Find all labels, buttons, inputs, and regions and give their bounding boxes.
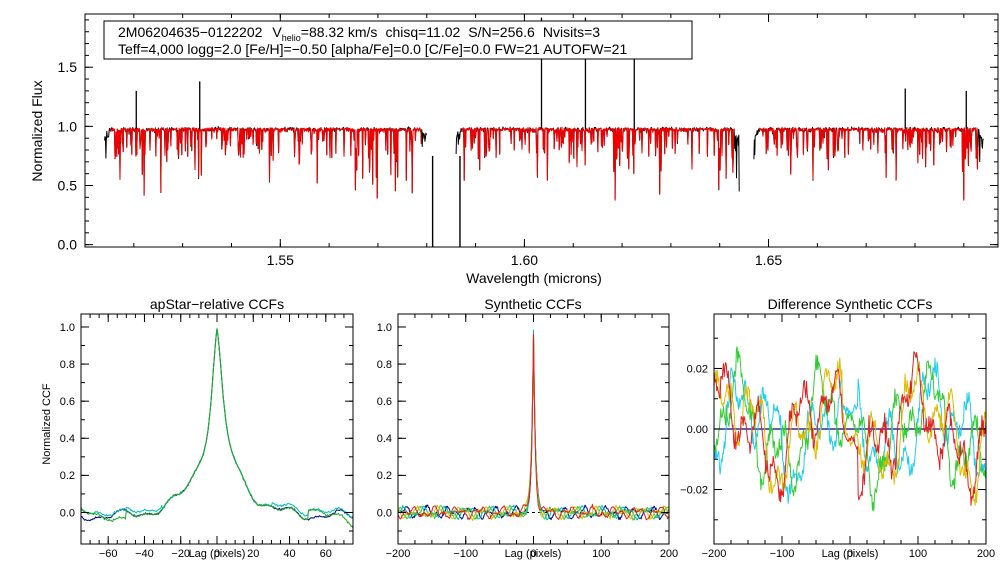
sn-value: S/N=256.6: [468, 24, 535, 40]
ccf_diff-ytick-label: 0.00: [687, 424, 708, 436]
difference-ccf-panel: −200 −100 0 100 200 −0.02 0.00 0.02 Difference …: [680, 296, 995, 560]
apstar-ccf-traces: [81, 328, 353, 529]
chisq-value: chisq=11.02: [385, 24, 460, 40]
annotation-line2: Teff=4,000 logg=2.0 [Fe/H]=−0.50 [alpha/…: [118, 41, 627, 57]
ccf_synth-xtick-label: −200: [386, 548, 411, 560]
spectrum-plot-area: [104, 17, 984, 247]
ccf_synth-ytick-label: 0.8: [377, 359, 392, 371]
spectrum-ytick-label: 1.5: [58, 59, 78, 75]
ccf_apstar-ytick-label: 1.0: [60, 322, 75, 334]
difference-ccf-title: Difference Synthetic CCFs: [768, 296, 933, 312]
annotation-frame: [103, 20, 693, 60]
apstar-ccf-ylabel: Normalized CCF: [41, 383, 53, 465]
ccf_diff-xtick-label: 100: [909, 548, 927, 560]
ccf_synth-xtick-label: −100: [453, 548, 478, 560]
synthetic-ccf-xlabel: Lag (pixels): [505, 548, 562, 560]
ccf_synth-ytick-label: 0.6: [377, 396, 392, 408]
apstar-ccf-line-1: [81, 328, 353, 522]
spectrum-axes-frame: [84, 13, 999, 248]
nvisits-value: Nvisits=3: [543, 24, 600, 40]
ccf_apstar-ytick-label: 0.2: [60, 470, 75, 482]
ccf_synth-ytick-label: 0.4: [377, 433, 392, 445]
ccf_diff-xtick-label: 200: [977, 548, 995, 560]
model-spectrum-chip-3: [758, 126, 979, 201]
ccf_apstar-ytick-label: 0.4: [60, 433, 75, 445]
spectrum-annotation-box: 2M06204635−0122202 Vhelio=88.32 km/s chisq…: [103, 20, 693, 60]
model-spectrum-chip-1: [109, 127, 422, 199]
synthetic-ccf-title: Synthetic CCFs: [484, 296, 581, 312]
spectrum-ylabel: Normalized Flux: [29, 80, 45, 181]
ccf_synth-xtick-label: 0: [530, 548, 536, 560]
annotation-line1: 2M06204635−0122202 Vhelio=88.32 km/s chisq…: [118, 24, 600, 43]
ccf_synth-ytick-label: 1.0: [377, 322, 392, 334]
spectrum-xtick-label: 1.65: [755, 252, 782, 268]
ccf_diff-xtick-label: −200: [702, 548, 727, 560]
spectrum-xtick-label: 1.60: [511, 252, 538, 268]
difference-ccf-line-1: [714, 357, 986, 504]
ccf_apstar-xtick-label: 20: [247, 548, 259, 560]
difference-ccf-line-2: [714, 346, 986, 512]
vhelio-subscript: helio: [282, 33, 301, 43]
observed-spectrum-chip-1: [104, 126, 427, 199]
ccf_apstar-xtick-label: 0: [214, 548, 220, 560]
difference-ccf-plot-area: [714, 346, 986, 512]
apstar-ccf-title: apStar−relative CCFs: [150, 296, 284, 312]
difference-ccf-line-4: [714, 351, 986, 506]
spectrum-xlabel: Wavelength (microns): [466, 270, 602, 286]
spectrum-ticks: 1.55 1.60 1.65 0.0 0.5 1.0 1.5: [58, 14, 998, 268]
ccf_synth-ytick-label: 0.2: [377, 470, 392, 482]
vhelio-value: =88.32 km/s: [301, 24, 378, 40]
ccf_synth-xtick-label: 200: [660, 548, 678, 560]
ccf_apstar-ytick-label: 0.8: [60, 359, 75, 371]
apstar-ccf-ticks: −60 −40 −20 0 20 40 60 0.0 0.2 0.4 0.6 0.8 1.0: [60, 314, 354, 560]
ccf_apstar-xtick-label: −60: [99, 548, 118, 560]
apstar-ccf-line-2: [81, 328, 353, 520]
ccf_apstar-xtick-label: 60: [320, 548, 332, 560]
synthetic-ccf-ticks: −200 −100 0 100 200 0.0 0.2 0.4 0.6 0.8 1.0: [377, 314, 678, 560]
ccf_apstar-ytick-label: 0.6: [60, 396, 75, 408]
synthetic-ccf-line-2: [398, 329, 669, 521]
ccf_apstar-xtick-label: −40: [135, 548, 154, 560]
spectrum-xtick-label: 1.55: [267, 252, 294, 268]
apstar-ccf-plot-area: [81, 328, 353, 529]
ccf_synth-xtick-label: 100: [592, 548, 610, 560]
synthetic-ccf-line-5: [398, 333, 669, 521]
difference-ccf-xlabel: Lag (pixels): [822, 548, 879, 560]
synthetic-ccf-panel: −200 −100 0 100 200 0.0 0.2 0.4 0.6 0.8 1.0 Synthe…: [377, 296, 678, 560]
ccf_diff-ytick-label: −0.02: [680, 484, 708, 496]
spectrum-ytick-label: 1.0: [58, 118, 78, 134]
ccf_diff-ytick-label: 0.02: [687, 363, 708, 375]
ccf_apstar-xtick-label: 40: [283, 548, 295, 560]
ccf_diff-xtick-label: 0: [847, 548, 853, 560]
vhelio-prefix: V: [272, 24, 282, 40]
ccf_apstar-ytick-label: 0.0: [60, 507, 75, 519]
apstar-ccf-xlabel: Lag (pixels): [189, 548, 246, 560]
model-spectrum-chip-2: [461, 126, 735, 201]
spectrum-traces: [104, 17, 984, 247]
synthetic-ccf-plot-area: [398, 329, 669, 521]
apstar-ccf-line-3: [81, 328, 353, 529]
ccf_synth-ytick-label: 0.0: [377, 507, 392, 519]
difference-ccf-ticks: −200 −100 0 100 200 −0.02 0.00 0.02: [680, 314, 995, 560]
difference-ccf-line-3: [714, 357, 986, 506]
synthetic-ccf-traces: [398, 329, 669, 521]
spectrum-ytick-label: 0.0: [58, 237, 78, 253]
spectrum-panel: 1.55 1.60 1.65 0.0 0.5 1.0 1.5 2M06204635−0122…: [29, 13, 999, 286]
difference-ccf-traces: [714, 346, 986, 512]
spectrum-ytick-label: 0.5: [58, 177, 78, 193]
apstar-ccf-panel: −60 −40 −20 0 20 40 60 0.0 0.2 0.4 0.6 0.8 1.0 apSta…: [41, 296, 354, 560]
star-id: 2M06204635−0122202: [118, 24, 263, 40]
ccf_diff-xtick-label: −100: [770, 548, 795, 560]
ccf_apstar-xtick-label: −20: [171, 548, 190, 560]
